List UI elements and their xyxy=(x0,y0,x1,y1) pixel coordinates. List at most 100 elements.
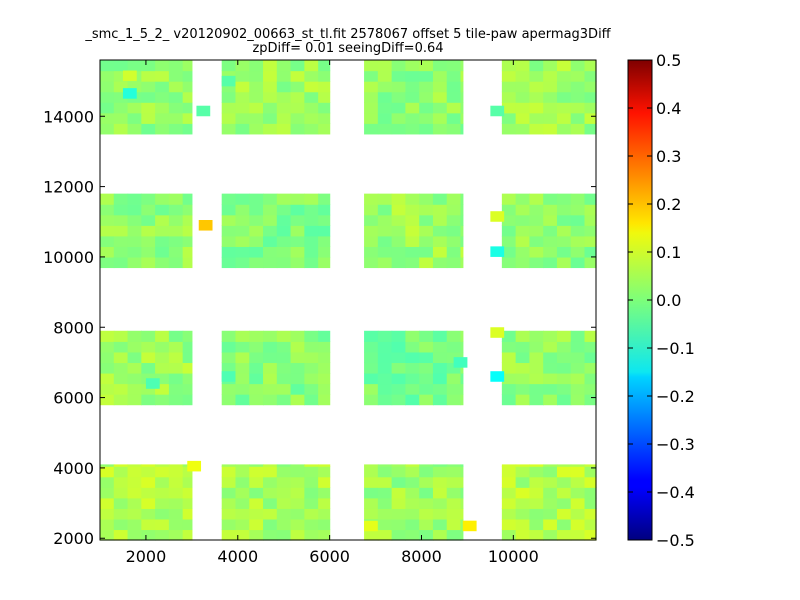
heatmap-cell xyxy=(405,487,420,499)
heatmap-cell xyxy=(377,330,393,342)
heatmap-cell xyxy=(501,351,517,364)
heatmap-cell xyxy=(235,518,250,531)
heatmap-cell xyxy=(127,466,142,478)
heatmap-cell xyxy=(391,112,407,124)
heatmap-cell xyxy=(460,225,464,237)
heatmap-cell xyxy=(432,497,448,509)
heatmap-cell xyxy=(263,330,278,342)
heatmap-cell xyxy=(584,225,597,237)
heatmap-cell xyxy=(529,351,544,364)
heatmap-cell xyxy=(276,112,292,124)
heatmap-cell xyxy=(462,520,477,532)
heatmap-cell xyxy=(221,497,237,509)
heatmap-cell xyxy=(419,341,434,353)
heatmap-cell xyxy=(570,81,586,93)
heatmap-cell xyxy=(529,362,544,374)
heatmap-cell xyxy=(391,383,407,395)
heatmap-cell xyxy=(377,204,393,216)
heatmap-cell xyxy=(290,341,305,353)
heatmap-cell xyxy=(290,112,305,124)
heatmap-cell xyxy=(263,214,278,226)
x-tick-label: 4000 xyxy=(217,547,258,566)
heatmap-cell xyxy=(364,256,379,269)
heatmap-cell xyxy=(556,256,572,269)
heatmap-cell xyxy=(364,193,379,205)
heatmap-cell xyxy=(446,518,462,531)
heatmap-cell xyxy=(405,341,420,353)
heatmap-cell xyxy=(377,70,393,82)
heatmap-cell xyxy=(556,91,572,103)
heatmap-cell xyxy=(543,341,558,353)
heatmap-cell xyxy=(515,91,531,103)
heatmap-cell xyxy=(584,246,597,258)
heatmap-cell xyxy=(318,341,331,353)
heatmap-cell xyxy=(490,105,505,117)
heatmap-cell xyxy=(460,123,464,135)
heatmap-cell xyxy=(419,372,434,385)
heatmap-cell xyxy=(155,330,170,342)
heatmap-cell xyxy=(196,105,211,117)
heatmap-cell xyxy=(304,214,319,226)
heatmap-cell xyxy=(235,225,250,237)
heatmap-cell xyxy=(290,529,305,541)
heatmap-cell xyxy=(584,362,597,374)
heatmap-cell xyxy=(446,476,462,488)
heatmap-cell xyxy=(453,357,468,368)
heatmap-cell xyxy=(529,487,544,499)
heatmap-cell xyxy=(263,246,278,258)
heatmap-cell xyxy=(221,466,237,478)
heatmap-cell xyxy=(168,529,184,541)
heatmap-cell xyxy=(515,394,531,406)
heatmap-cell xyxy=(377,394,393,406)
heatmap-cell xyxy=(391,341,407,353)
heatmap-cell xyxy=(235,466,250,478)
heatmap-cell xyxy=(460,464,464,467)
heatmap-cell xyxy=(584,70,597,82)
heatmap-cell xyxy=(419,214,434,226)
heatmap-cell xyxy=(276,529,292,541)
heatmap-cell xyxy=(113,204,129,216)
heatmap-cell xyxy=(235,330,250,342)
heatmap-cell xyxy=(543,518,558,531)
heatmap-cell xyxy=(182,204,193,216)
heatmap-cell xyxy=(570,466,586,478)
heatmap-cell xyxy=(405,204,420,216)
heatmap-cell xyxy=(543,394,558,406)
heatmap-cell xyxy=(501,214,517,226)
heatmap-cell xyxy=(304,362,319,374)
heatmap-cell xyxy=(419,123,434,135)
heatmap-cell xyxy=(235,246,250,258)
heatmap-cell xyxy=(529,394,544,406)
colorbar-tick-label: 0.0 xyxy=(656,291,681,310)
heatmap-cell xyxy=(155,508,170,520)
heatmap-cell xyxy=(100,246,115,258)
heatmap-cell xyxy=(155,464,170,467)
heatmap-cell xyxy=(182,497,193,509)
heatmap-cell xyxy=(141,487,156,499)
heatmap-cell xyxy=(304,225,319,237)
heatmap-cell xyxy=(318,508,331,520)
heatmap-cell xyxy=(182,225,193,237)
heatmap-cell xyxy=(529,464,544,467)
heatmap-cell xyxy=(432,214,448,226)
heatmap-cell xyxy=(155,341,170,353)
heatmap-cell xyxy=(113,372,129,385)
heatmap-cell xyxy=(127,204,142,216)
heatmap-cell xyxy=(155,91,170,103)
heatmap-cell xyxy=(100,351,115,364)
heatmap-cell xyxy=(235,362,250,374)
heatmap-cell xyxy=(405,246,420,258)
heatmap-cell xyxy=(113,225,129,237)
heatmap-cell xyxy=(290,204,305,216)
colorbar-tick-label: 0.5 xyxy=(656,51,681,70)
heatmap-cell xyxy=(276,518,292,531)
heatmap-cell xyxy=(127,330,142,342)
heatmap-cell xyxy=(168,497,184,509)
heatmap-cell xyxy=(364,529,379,541)
heatmap-cell xyxy=(127,341,142,353)
heatmap-cell xyxy=(221,476,237,488)
heatmap-cell xyxy=(529,123,544,135)
colorbar-tick-label: −0.3 xyxy=(656,435,695,454)
heatmap-cell xyxy=(391,102,407,114)
heatmap-cell xyxy=(168,518,184,531)
